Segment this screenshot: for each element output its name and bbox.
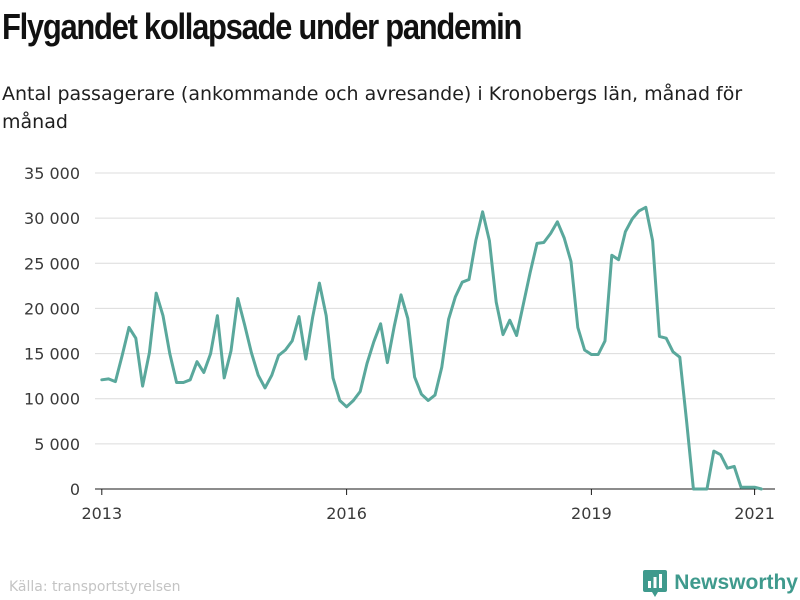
line-chart: 0 5 000 10 000 15 000 20 000 25 000 30 000 35 0… xyxy=(24,164,775,523)
y-tick-label: 10 000 xyxy=(24,390,80,409)
brand-logo: Newsworthy xyxy=(642,568,798,598)
x-tick-label: 2013 xyxy=(81,504,122,523)
y-tick-label: 30 000 xyxy=(24,209,80,228)
brand-name: Newsworthy xyxy=(674,571,798,594)
y-tick-label: 5 000 xyxy=(34,435,80,454)
y-tick-label: 0 xyxy=(70,480,80,499)
y-tick-label: 20 000 xyxy=(24,299,80,318)
chart-subtitle: Antal passagerare (ankommande och avresa… xyxy=(2,83,743,133)
chart-title: Flygandet kollapsade under pandemin xyxy=(2,6,522,47)
newsworthy-logo-icon xyxy=(643,570,668,597)
y-tick-label: 35 000 xyxy=(24,164,80,183)
source-note: Källa: transportstyrelsen xyxy=(9,579,181,595)
x-tick-label: 2019 xyxy=(571,504,612,523)
x-tick-label: 2016 xyxy=(326,504,367,523)
y-tick-label: 25 000 xyxy=(24,254,80,273)
series-line xyxy=(100,205,763,491)
y-tick-label: 15 000 xyxy=(24,345,80,364)
x-tick-label: 2021 xyxy=(734,504,775,523)
